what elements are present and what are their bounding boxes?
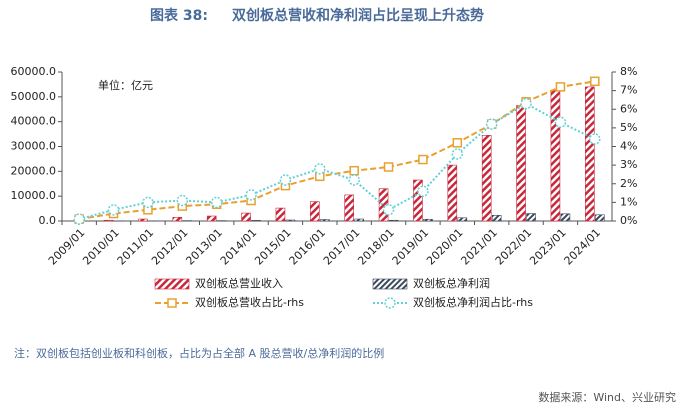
line-marker bbox=[109, 205, 119, 215]
note: 注：双创板包括创业板和科创板，占比为占全部 A 股总营收/总净利润的比例 bbox=[14, 346, 384, 360]
y-tick-label: 50000.0 bbox=[11, 90, 57, 103]
legend-label: 双创板总营收占比-rhs bbox=[195, 295, 304, 309]
line-marker bbox=[385, 163, 393, 171]
x-tick-label: 2015/01 bbox=[252, 226, 294, 268]
bar bbox=[595, 215, 604, 221]
x-tick-label: 2021/01 bbox=[458, 226, 500, 268]
x-tick-label: 2023/01 bbox=[527, 226, 569, 268]
legend-marker bbox=[385, 298, 395, 308]
bar bbox=[355, 219, 364, 221]
x-tick-label: 2009/01 bbox=[46, 226, 88, 268]
line-marker bbox=[74, 214, 84, 224]
legend-swatch bbox=[373, 279, 407, 289]
bar bbox=[138, 219, 147, 221]
bar bbox=[276, 208, 285, 221]
x-tick-label: 2013/01 bbox=[183, 226, 225, 268]
y2-tick-label: 5% bbox=[620, 121, 637, 134]
x-tick-label: 2017/01 bbox=[321, 226, 363, 268]
y-tick-label: 60000.0 bbox=[11, 65, 57, 78]
unit-label: 单位：亿元 bbox=[98, 78, 153, 92]
line-marker bbox=[384, 205, 394, 215]
bar bbox=[561, 214, 570, 221]
bar bbox=[320, 220, 329, 221]
bar bbox=[310, 202, 319, 221]
y-tick-label: 30000.0 bbox=[11, 140, 57, 153]
x-tick-label: 2010/01 bbox=[80, 226, 122, 268]
bar bbox=[423, 219, 432, 221]
bar bbox=[585, 87, 594, 221]
line-marker bbox=[349, 175, 359, 185]
chart-title: 双创板总营收和净利润占比呈现上升态势 bbox=[232, 7, 484, 24]
bar bbox=[389, 220, 398, 221]
bar bbox=[252, 220, 261, 221]
y-tick-label: 10000.0 bbox=[11, 189, 57, 202]
line-marker bbox=[590, 134, 600, 144]
legend-label: 双创板总净利润 bbox=[413, 276, 490, 290]
bar bbox=[517, 106, 526, 221]
figure-label: 图表 38: bbox=[150, 7, 208, 24]
y2-tick-label: 0% bbox=[620, 214, 637, 227]
bar bbox=[104, 220, 113, 221]
line-marker bbox=[555, 117, 565, 127]
legend-label: 双创板总营业收入 bbox=[195, 276, 283, 290]
y2-tick-label: 1% bbox=[620, 195, 637, 208]
line-marker bbox=[177, 196, 187, 206]
line-marker bbox=[591, 77, 599, 85]
line-marker bbox=[452, 149, 462, 159]
line-marker bbox=[350, 167, 358, 175]
legend-swatch bbox=[155, 279, 189, 289]
line-marker bbox=[212, 197, 222, 207]
bar bbox=[492, 215, 501, 221]
y-tick-label: 40000.0 bbox=[11, 115, 57, 128]
line-marker bbox=[521, 99, 531, 109]
line-marker bbox=[556, 83, 564, 91]
x-tick-label: 2018/01 bbox=[355, 226, 397, 268]
y-tick-label: 0.0 bbox=[39, 214, 57, 227]
bar bbox=[242, 213, 251, 221]
x-tick-label: 2012/01 bbox=[149, 226, 191, 268]
legend-label: 双创板总净利润占比-rhs bbox=[413, 295, 533, 309]
line-marker bbox=[419, 156, 427, 164]
y2-tick-label: 2% bbox=[620, 177, 637, 190]
x-tick-label: 2016/01 bbox=[287, 226, 329, 268]
x-tick-label: 2011/01 bbox=[115, 226, 157, 268]
x-tick-label: 2024/01 bbox=[562, 226, 604, 268]
bar bbox=[527, 214, 536, 221]
bar bbox=[207, 216, 216, 221]
x-tick-label: 2014/01 bbox=[218, 226, 260, 268]
bar bbox=[448, 165, 457, 221]
line-marker bbox=[143, 197, 153, 207]
bar bbox=[458, 218, 467, 221]
y2-tick-label: 7% bbox=[620, 84, 637, 97]
line-marker bbox=[246, 190, 256, 200]
line-marker bbox=[315, 164, 325, 174]
y2-tick-label: 8% bbox=[620, 65, 637, 78]
bar bbox=[482, 135, 491, 221]
legend-marker bbox=[168, 299, 176, 307]
line-marker bbox=[418, 186, 428, 196]
source: 数据来源：Wind、兴业研究 bbox=[538, 390, 676, 404]
x-tick-label: 2022/01 bbox=[493, 226, 535, 268]
bar bbox=[286, 220, 295, 221]
line-marker bbox=[487, 119, 497, 129]
bar bbox=[345, 195, 354, 221]
line-marker bbox=[280, 175, 290, 185]
y2-tick-label: 4% bbox=[620, 140, 637, 153]
bar bbox=[173, 217, 182, 221]
x-tick-label: 2020/01 bbox=[424, 226, 466, 268]
y2-tick-label: 3% bbox=[620, 158, 637, 171]
y2-tick-label: 6% bbox=[620, 102, 637, 115]
bar bbox=[551, 91, 560, 221]
y-tick-label: 20000.0 bbox=[11, 164, 57, 177]
x-tick-label: 2019/01 bbox=[390, 226, 432, 268]
line-marker bbox=[453, 139, 461, 147]
